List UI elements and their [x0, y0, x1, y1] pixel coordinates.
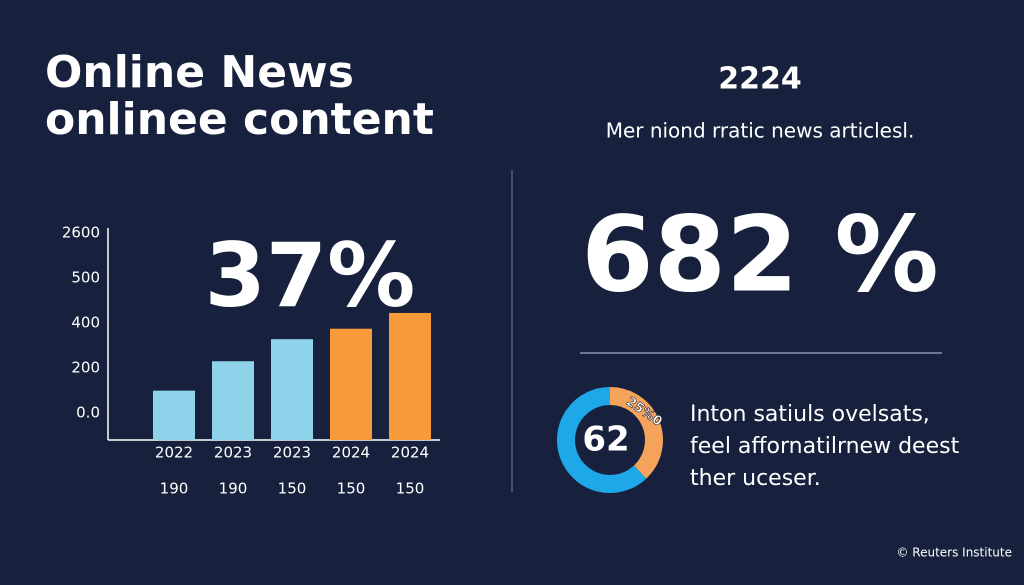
y-tick-label: 2600: [62, 224, 100, 242]
bar: [330, 328, 372, 440]
x-sublabel: 150: [396, 480, 425, 498]
donut-center-label: 62: [582, 420, 629, 460]
bar: [212, 361, 254, 440]
y-tick-label: 200: [71, 359, 100, 377]
x-tick-label: 2024: [391, 444, 429, 462]
x-tick-label: 2023: [214, 444, 252, 462]
x-tick-label: 2022: [155, 444, 193, 462]
title-line: Online News: [45, 47, 354, 98]
bar: [153, 390, 195, 440]
y-tick-label: 500: [71, 269, 100, 287]
subtitle: Mer niond rratic news articlesl.: [606, 119, 915, 143]
donut-segment: [609, 387, 663, 479]
x-sublabel: 190: [160, 480, 189, 498]
bar: [389, 312, 431, 440]
big-stat: 682 %: [581, 193, 939, 315]
y-tick-label: 400: [71, 314, 100, 332]
donut-segment: [557, 387, 647, 493]
bar: [271, 339, 313, 440]
description-line: Inton satiuls ovelsats,: [690, 402, 930, 427]
description-line: ther uceser.: [690, 466, 821, 491]
footer: © Reuters Institute: [896, 546, 1012, 560]
x-sublabel: 150: [278, 480, 307, 498]
description-line: feel affornatilrnew deest: [690, 434, 960, 459]
overlay-label: 37%: [205, 224, 416, 327]
year: 2224: [718, 62, 802, 97]
x-sublabel: 150: [337, 480, 366, 498]
y-tick-label: 0.0: [76, 404, 100, 422]
x-tick-label: 2023: [273, 444, 311, 462]
title-line: onlinee content: [45, 94, 434, 145]
x-sublabel: 190: [219, 480, 248, 498]
x-tick-label: 2024: [332, 444, 370, 462]
